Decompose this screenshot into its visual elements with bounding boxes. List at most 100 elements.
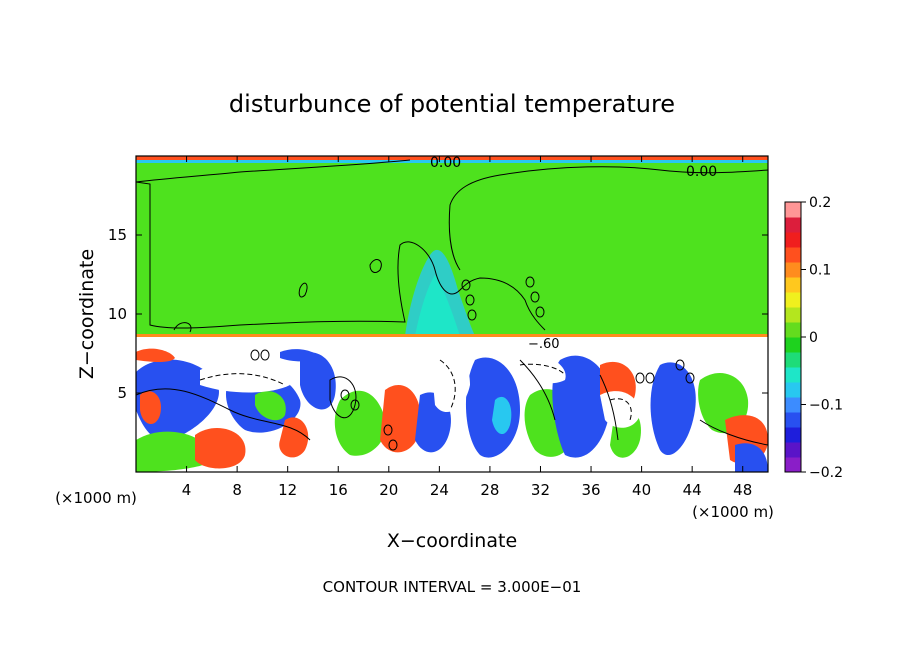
contour-loop bbox=[685, 372, 695, 384]
x-tick-label: 20 bbox=[379, 481, 398, 499]
contour-line bbox=[448, 166, 768, 271]
colorbar-swatch bbox=[785, 232, 801, 248]
colorbar-tick-label: 0.2 bbox=[809, 195, 831, 211]
colorbar-swatch bbox=[785, 397, 801, 413]
colorbar-swatch bbox=[785, 277, 801, 293]
x-unit-right: (×1000 m) bbox=[692, 503, 774, 521]
turbulent-cell bbox=[380, 384, 421, 453]
turbulent-cell bbox=[280, 349, 320, 362]
y-axis-ticks: 5 10 15 bbox=[108, 226, 768, 402]
contour-loop bbox=[525, 276, 535, 288]
turbulent-cell bbox=[492, 396, 512, 435]
white-region bbox=[430, 349, 470, 413]
colorbar-swatch bbox=[785, 202, 801, 218]
turbulent-cell bbox=[279, 417, 309, 458]
contour-loop bbox=[260, 349, 270, 361]
colorbar-swatch bbox=[785, 352, 801, 368]
turbulent-cell bbox=[136, 348, 175, 362]
contour-loop bbox=[535, 306, 545, 318]
colorbar-tick-label: −0.2 bbox=[809, 465, 843, 481]
colorbar-tick-label: −0.1 bbox=[809, 398, 843, 414]
contour-line bbox=[329, 376, 357, 418]
contour-line bbox=[136, 159, 411, 183]
y-axis-label: Z−coordinate bbox=[76, 249, 98, 379]
x-tick-label: 24 bbox=[430, 481, 449, 499]
contour-loop bbox=[530, 291, 540, 303]
turbulent-cell bbox=[650, 362, 696, 456]
contour-line bbox=[699, 419, 768, 446]
x-tick-label: 8 bbox=[232, 481, 242, 499]
x-tick-label: 16 bbox=[329, 481, 348, 499]
contour-interval-text: CONTOUR INTERVAL = 3.000E−01 bbox=[323, 578, 582, 596]
plot-area bbox=[136, 156, 768, 472]
white-region bbox=[200, 361, 290, 393]
turbulent-cell bbox=[255, 391, 286, 421]
contour-lines bbox=[136, 159, 768, 451]
contour-loop bbox=[675, 359, 685, 371]
colorbar-swatch bbox=[785, 217, 801, 233]
inversion-band bbox=[136, 334, 768, 337]
contour-loop bbox=[467, 309, 477, 321]
x-tick-label: 48 bbox=[733, 481, 752, 499]
contour-loop bbox=[635, 372, 645, 384]
y-tick-label: 15 bbox=[108, 226, 127, 244]
turbulent-cell bbox=[140, 391, 161, 425]
turbulent-cell bbox=[195, 427, 246, 469]
x-tick-label: 40 bbox=[632, 481, 651, 499]
colorbar-swatch bbox=[785, 427, 801, 443]
colorbar-ticks: 0.2 0.1 0 −0.1 −0.2 bbox=[801, 195, 843, 481]
colorbar-swatch bbox=[785, 307, 801, 323]
contour-label-upper-right: 0.00 bbox=[686, 164, 717, 180]
contour-line bbox=[173, 322, 192, 333]
contour-line bbox=[519, 359, 556, 421]
x-tick-label: 44 bbox=[683, 481, 702, 499]
turbulent-cell bbox=[300, 352, 336, 410]
y-tick-label: 10 bbox=[108, 305, 127, 323]
contour-line-dashed bbox=[519, 363, 566, 376]
colorbar-swatch bbox=[785, 247, 801, 263]
cyan-plume-core bbox=[415, 275, 460, 336]
x-unit-left: (×1000 m) bbox=[55, 489, 137, 507]
x-axis-ticks: 4 8 12 16 20 24 28 32 36 40 44 48 bbox=[182, 156, 752, 499]
turbulent-cells bbox=[136, 348, 768, 472]
contour-label-lower: −.60 bbox=[528, 337, 560, 352]
contour-loop bbox=[250, 349, 260, 361]
x-tick-label: 4 bbox=[182, 481, 192, 499]
colorbar-swatch bbox=[785, 412, 801, 428]
turbulent-cell bbox=[465, 357, 520, 458]
colorbar-swatch bbox=[785, 442, 801, 458]
colorbar-swatch bbox=[785, 322, 801, 338]
contour-loop bbox=[383, 424, 393, 436]
top-boundary-band bbox=[136, 156, 768, 160]
contour-line bbox=[136, 181, 546, 331]
white-region bbox=[520, 354, 566, 384]
contour-loop bbox=[350, 399, 360, 411]
colorbar-swatch bbox=[785, 262, 801, 278]
colorbar-swatch bbox=[785, 292, 801, 308]
turbulent-cell bbox=[334, 390, 386, 456]
colorbar-swatch bbox=[785, 382, 801, 398]
contour-loop bbox=[388, 439, 398, 451]
chart-title: disturbunce of potential temperature bbox=[229, 90, 675, 118]
contour-label-top: 0.00 bbox=[430, 155, 461, 171]
turbulent-cell bbox=[552, 355, 611, 458]
colorbar-swatch bbox=[785, 367, 801, 383]
contour-line-dashed bbox=[609, 398, 632, 421]
inversion-white bbox=[136, 337, 768, 342]
colorbar-swatch bbox=[785, 337, 801, 353]
x-tick-label: 28 bbox=[480, 481, 499, 499]
colorbar-tick-label: 0 bbox=[809, 330, 818, 346]
x-tick-label: 32 bbox=[531, 481, 550, 499]
contour-loop bbox=[465, 294, 475, 306]
colorbar bbox=[785, 202, 801, 473]
contour-line bbox=[599, 374, 619, 441]
contour-loop bbox=[461, 279, 471, 291]
x-tick-label: 36 bbox=[581, 481, 600, 499]
turbulent-cell bbox=[735, 443, 768, 472]
colorbar-swatch bbox=[785, 457, 801, 473]
contour-line bbox=[369, 259, 382, 273]
contour-line bbox=[298, 282, 308, 298]
colorbar-tick-label: 0.1 bbox=[809, 263, 831, 279]
contour-line bbox=[136, 388, 311, 441]
